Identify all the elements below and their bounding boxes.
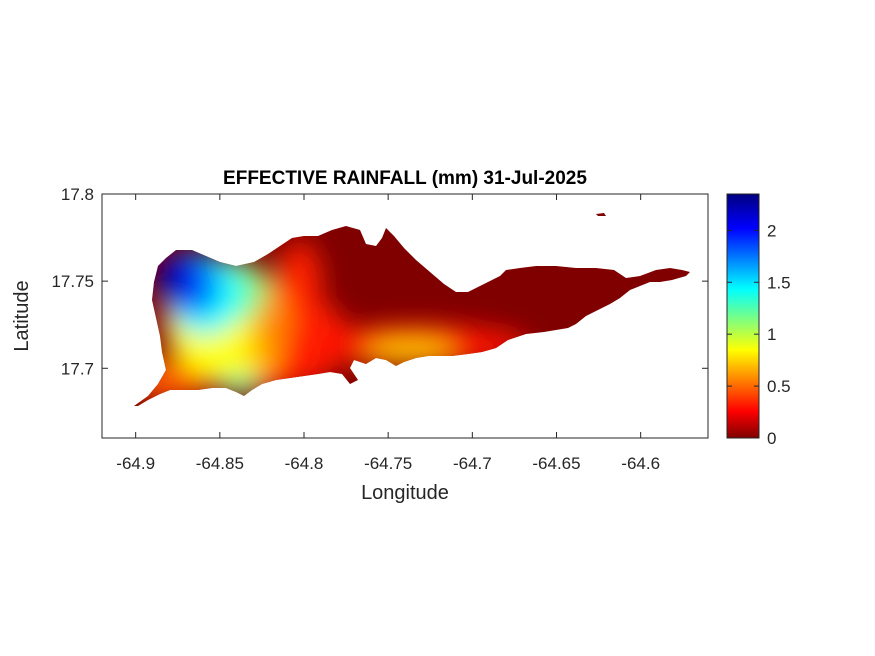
blob-yellow-south-east: [365, 338, 455, 362]
y-axis: 17.7 17.75 17.8: [51, 185, 708, 378]
colorbar-tick-label: 1.5: [767, 273, 791, 292]
y-tick-label: 17.8: [61, 185, 94, 204]
colorbar-ticks: 0 0.5 1 1.5 2: [727, 221, 791, 448]
x-tick-label: -64.7: [453, 454, 492, 473]
colorbar-tick-label: 2: [767, 221, 776, 240]
y-tick-label: 17.75: [51, 272, 94, 291]
blob-yellow-south: [197, 347, 253, 383]
colorbar: [726, 193, 760, 439]
y-axis-label: Latitude: [11, 280, 33, 351]
small-islet: [596, 213, 606, 216]
x-tick-label: -64.65: [532, 454, 580, 473]
y-tick-label: 17.7: [61, 359, 94, 378]
x-tick-label: -64.6: [621, 454, 660, 473]
x-tick-label: -64.85: [196, 454, 244, 473]
colorbar-tick-label: 0: [767, 429, 776, 448]
x-tick-label: -64.8: [285, 454, 324, 473]
colorbar-tick-label: 1: [767, 325, 776, 344]
blob-darkblue: [162, 268, 186, 296]
x-axis: -64.9 -64.85 -64.8 -64.75 -64.7 -64.65 -64.6: [116, 194, 660, 473]
x-tick-label: -64.75: [364, 454, 412, 473]
colorbar-tick-label: 0.5: [767, 377, 791, 396]
chart-title: EFFECTIVE RAINFALL (mm) 31-Jul-2025: [223, 168, 587, 189]
x-tick-label: -64.9: [116, 454, 155, 473]
x-axis-label: Longitude: [361, 482, 449, 504]
